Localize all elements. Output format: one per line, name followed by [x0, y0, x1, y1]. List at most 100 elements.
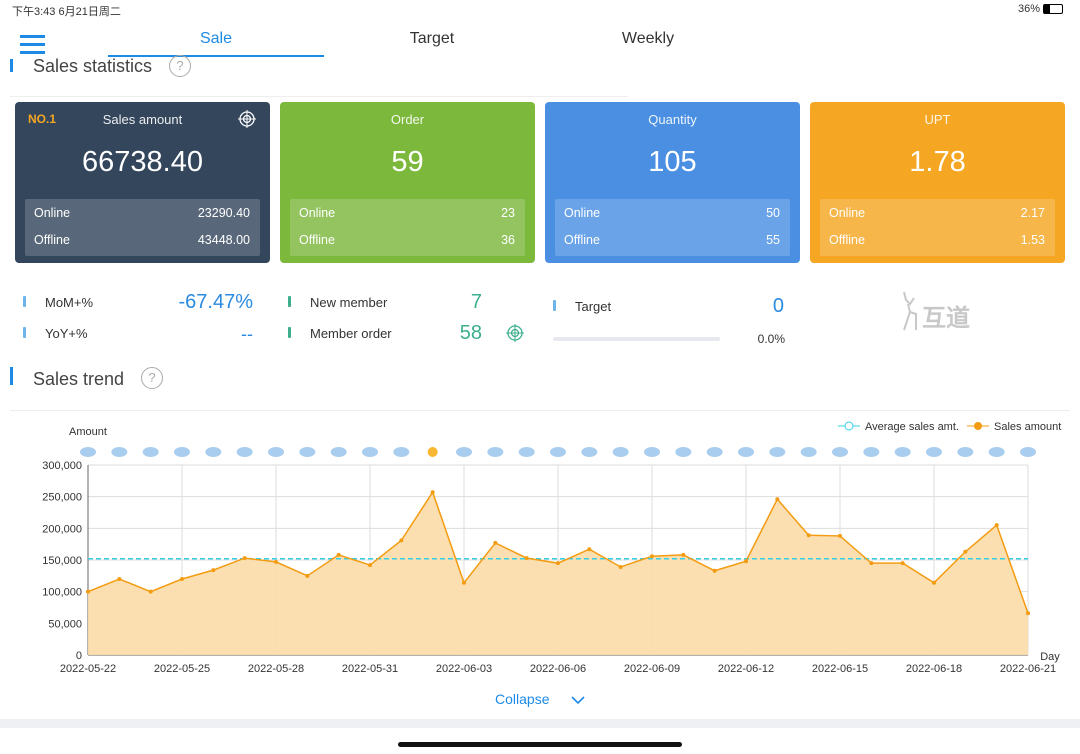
- target-icon[interactable]: [238, 110, 256, 128]
- card-title: Sales amount: [102, 112, 183, 127]
- y-axis-label: Amount: [69, 426, 107, 438]
- breakdown-value: 55: [766, 233, 780, 247]
- weather-sun: [427, 447, 438, 457]
- card-breakdown: Online 23290.40 Offline 43448.00: [25, 199, 260, 256]
- breakdown-label: Online: [34, 206, 71, 220]
- weather-cloud: [988, 447, 1005, 457]
- sales-point: [869, 561, 874, 566]
- collapse-button[interactable]: Collapse: [495, 691, 550, 707]
- tab-underline: [108, 55, 324, 57]
- breakdown-label: Online: [829, 206, 866, 220]
- sales-point: [900, 561, 905, 566]
- x-tick-label: 2022-05-28: [248, 663, 304, 675]
- y-tick-label: 0: [76, 650, 82, 662]
- breakdown-label: Online: [564, 206, 601, 220]
- card-title: UPT: [924, 112, 951, 127]
- sales-trend-chart: 0 50,000 100,000 150,000 200,000 250,000 300,0…: [42, 421, 1061, 675]
- card-badge: NO.1: [28, 112, 57, 126]
- tab[interactable]: Sale: [199, 30, 233, 47]
- sales-point: [462, 580, 466, 585]
- weather-cloud: [299, 447, 316, 457]
- help-icon[interactable]: ?: [169, 55, 191, 77]
- weather-cloud: [1020, 447, 1036, 457]
- sales-point: [838, 533, 842, 538]
- stat-label: YoY+%: [45, 326, 88, 341]
- nav-bar: [0, 0, 1080, 57]
- x-tick-label: 2022-05-22: [60, 663, 116, 675]
- target-icon[interactable]: [506, 324, 524, 342]
- sales-point: [524, 556, 529, 561]
- card-breakdown: Online 2.17 Offline 1.53: [820, 199, 1055, 256]
- x-tick-label: 2022-06-12: [718, 663, 774, 675]
- sales-point: [963, 549, 968, 554]
- x-tick-label: 2022-05-31: [342, 663, 398, 675]
- sales-point: [932, 580, 936, 585]
- logo-deer: [903, 291, 917, 331]
- help-icon[interactable]: ?: [141, 367, 163, 389]
- breakdown-label: Online: [299, 206, 336, 220]
- sales-point: [587, 547, 592, 552]
- sales-point: [806, 533, 811, 538]
- stat-card: Quantity 105 Online 50 Offline 55: [545, 102, 800, 263]
- legend-label: Average sales amt.: [865, 421, 959, 433]
- legend-marker: [844, 421, 854, 431]
- breakdown-row: Offline 55: [564, 230, 780, 250]
- progress-bar: [553, 337, 720, 341]
- sales-point: [242, 556, 247, 561]
- x-tick-label: 2022-06-09: [624, 663, 680, 675]
- sales-point: [493, 540, 498, 545]
- breakdown-value: 43448.00: [197, 233, 250, 247]
- card-breakdown: Online 23 Offline 36: [290, 199, 525, 256]
- weather-cloud: [957, 447, 974, 457]
- sales-point: [368, 563, 372, 568]
- weather-cloud: [268, 447, 284, 457]
- battery-icon: [1043, 4, 1063, 14]
- sales-point: [650, 554, 654, 559]
- x-tick-label: 2022-05-25: [154, 663, 210, 675]
- collapse-chevron[interactable]: [571, 695, 585, 705]
- breakdown-value: 1.53: [1020, 233, 1045, 247]
- weather-cloud: [926, 447, 942, 457]
- sales-point: [399, 538, 404, 543]
- y-tick-label: 200,000: [42, 523, 82, 535]
- x-tick-label: 2022-06-21: [1000, 663, 1056, 675]
- divider: [10, 410, 1070, 411]
- weather-cloud: [142, 447, 159, 457]
- stat-value: 0: [772, 295, 784, 317]
- weather-cloud: [644, 447, 660, 457]
- bottom-strip: [0, 728, 1080, 754]
- breakdown-row: Offline 1.53: [829, 230, 1045, 250]
- weather-cloud: [236, 447, 253, 457]
- weather-cloud: [487, 447, 504, 457]
- card-title: Order: [390, 112, 425, 127]
- y-tick-label: 250,000: [42, 492, 82, 504]
- stat-label: Member order: [310, 326, 392, 341]
- sales-point: [305, 573, 310, 578]
- y-tick-label: 150,000: [42, 555, 82, 567]
- breakdown-row: Online 23290.40: [34, 203, 250, 223]
- battery-text: 36%: [1018, 3, 1041, 15]
- menu-button[interactable]: [20, 35, 46, 55]
- sales-point: [211, 568, 216, 573]
- section-title: Sales statistics: [33, 56, 153, 76]
- weather-cloud: [80, 447, 96, 457]
- breakdown-value: 36: [501, 233, 515, 247]
- breakdown-label: Offline: [34, 233, 70, 247]
- stat-card: UPT 1.78 Online 2.17 Offline 1.53: [810, 102, 1065, 263]
- breakdown-row: Online 2.17: [829, 203, 1045, 223]
- weather-cloud: [832, 447, 848, 457]
- sales-point: [117, 577, 122, 581]
- logo: 互道: [922, 305, 970, 332]
- y-tick-label: 100,000: [42, 587, 82, 599]
- weather-cloud: [612, 447, 629, 457]
- breakdown-label: Offline: [564, 233, 600, 247]
- section-marker: [10, 59, 13, 72]
- sales-point: [274, 559, 278, 564]
- sales-point: [556, 561, 560, 566]
- tab[interactable]: Weekly: [621, 30, 675, 47]
- sales-point: [712, 568, 717, 573]
- breakdown-row: Online 23: [299, 203, 515, 223]
- tab[interactable]: Target: [409, 30, 455, 47]
- sales-point: [180, 577, 184, 581]
